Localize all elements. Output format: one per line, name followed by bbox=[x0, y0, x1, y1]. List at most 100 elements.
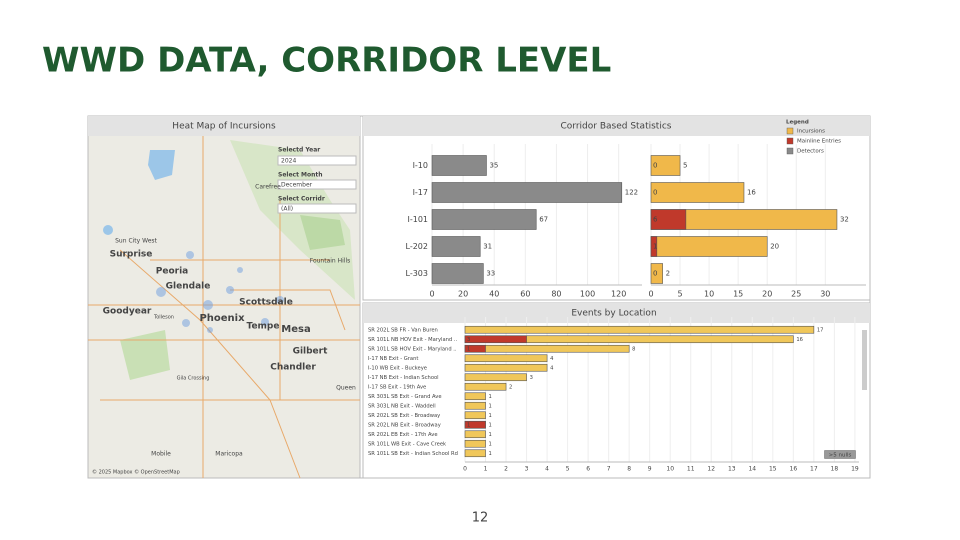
bar bbox=[650, 155, 681, 176]
value-label: 0 bbox=[653, 162, 657, 170]
bar bbox=[650, 236, 658, 257]
map-header bbox=[88, 116, 360, 136]
bar bbox=[431, 182, 623, 203]
y-tick-label: SR 202L SB FR - Van Buren bbox=[368, 327, 438, 333]
place-label: Glendale bbox=[166, 282, 211, 292]
value-label: 31 bbox=[483, 243, 492, 251]
x-tick-label: 4 bbox=[545, 466, 549, 473]
place-label: Tolleson bbox=[153, 315, 174, 321]
bar bbox=[464, 363, 548, 372]
filter-value[interactable]: 2024 bbox=[281, 158, 296, 165]
place-label: Maricopa bbox=[215, 451, 243, 458]
stats-header bbox=[363, 116, 870, 136]
bar bbox=[464, 354, 548, 363]
x-tick-label: 8 bbox=[627, 466, 631, 473]
bar bbox=[464, 325, 815, 334]
value-label: 8 bbox=[632, 346, 635, 352]
value-label: 0 bbox=[653, 189, 657, 197]
y-tick-label: L-303 bbox=[406, 269, 428, 278]
place-label: Gilbert bbox=[293, 347, 329, 357]
bar bbox=[464, 401, 486, 410]
place-label: Surprise bbox=[110, 250, 153, 260]
place-label: Mesa bbox=[281, 324, 310, 335]
filter-select[interactable] bbox=[277, 155, 357, 166]
legend-label: Detectors bbox=[797, 149, 824, 155]
x-tick-label: 20 bbox=[762, 290, 772, 299]
value-label: 16 bbox=[796, 337, 803, 343]
x-tick-label: 120 bbox=[611, 290, 626, 299]
x-tick-label: 19 bbox=[851, 466, 859, 473]
map-attribution: © 2025 Mapbox © OpenStreetMap bbox=[92, 469, 180, 476]
y-tick-label: I-101 bbox=[407, 215, 428, 224]
bar bbox=[464, 392, 486, 401]
x-tick-label: 11 bbox=[687, 466, 695, 473]
y-tick-label: I-17 NB Exit - Grant bbox=[368, 356, 418, 362]
legend-label: Mainline Entries bbox=[797, 139, 841, 145]
x-tick-label: 40 bbox=[489, 290, 499, 299]
place-label: Mobile bbox=[151, 451, 171, 458]
value-label: 122 bbox=[625, 189, 638, 197]
y-tick-label: SR 303L NB Exit - Waddell bbox=[368, 403, 436, 409]
value-label: 3 bbox=[467, 337, 470, 343]
value-label: 1 bbox=[653, 243, 657, 251]
place-label: Chandler bbox=[270, 363, 316, 373]
value-label: 4 bbox=[550, 365, 554, 371]
place-label: Goodyear bbox=[103, 307, 152, 317]
x-tick-label: 15 bbox=[769, 466, 777, 473]
place-label: Tempe bbox=[247, 322, 280, 332]
value-label: 6 bbox=[653, 216, 658, 224]
value-label: 20 bbox=[770, 243, 779, 251]
value-label: 17 bbox=[817, 327, 824, 333]
value-label: 1 bbox=[489, 451, 492, 457]
bar bbox=[431, 236, 481, 257]
filter-select[interactable] bbox=[277, 179, 357, 190]
y-tick-label: I-10 bbox=[413, 161, 428, 170]
value-label: 1 bbox=[489, 394, 492, 400]
place-label: Phoenix bbox=[199, 313, 245, 324]
x-tick-label: 5 bbox=[678, 290, 683, 299]
value-label: 67 bbox=[539, 216, 548, 224]
y-tick-label: SR 101L WB Exit - Cave Creek bbox=[368, 441, 446, 447]
x-tick-label: 6 bbox=[586, 466, 590, 473]
value-label: 2 bbox=[666, 270, 670, 278]
bar bbox=[464, 335, 527, 344]
page-number: 12 bbox=[472, 511, 489, 526]
heat-spots bbox=[156, 251, 284, 333]
y-tick-label: SR 101L SB Exit - Indian School Rd bbox=[368, 451, 458, 457]
y-tick-label: SR 101L SB HOV Exit - Maryland .. bbox=[368, 346, 457, 352]
bar bbox=[650, 209, 687, 230]
x-tick-label: 25 bbox=[791, 290, 801, 299]
bar bbox=[464, 344, 486, 353]
events-header bbox=[363, 303, 870, 323]
map-filters: Selectd Year 2024 Select Month December … bbox=[277, 147, 357, 214]
x-tick-label: 0 bbox=[429, 290, 434, 299]
value-label: 3 bbox=[530, 375, 533, 381]
place-label: Sun City West bbox=[115, 238, 157, 245]
x-tick-label: 18 bbox=[831, 466, 839, 473]
x-tick-label: 100 bbox=[580, 290, 595, 299]
map-panel bbox=[87, 115, 361, 479]
x-tick-label: 16 bbox=[790, 466, 798, 473]
place-label: Fountain Hills bbox=[310, 258, 351, 265]
y-tick-label: I-17 NB Exit - Indian School bbox=[368, 375, 439, 381]
y-tick-label: SR 303L SB Exit - Grand Ave bbox=[368, 394, 442, 400]
bar bbox=[650, 236, 768, 257]
scrollbar bbox=[862, 330, 867, 390]
x-tick-label: 2 bbox=[504, 466, 508, 473]
x-tick-label: 0 bbox=[463, 466, 467, 473]
bar bbox=[431, 209, 537, 230]
y-tick-label: SR 202L SB Exit - Broadway bbox=[368, 413, 440, 419]
filter-value[interactable]: December bbox=[281, 182, 313, 189]
place-label: Queen bbox=[336, 385, 356, 392]
filter-label: Select Corridr bbox=[278, 196, 325, 203]
y-tick-label: I-10 WB Exit - Buckeye bbox=[368, 365, 427, 371]
bar bbox=[464, 411, 486, 420]
legend-label: Incursions bbox=[797, 129, 825, 135]
value-label: 1 bbox=[489, 441, 492, 447]
x-tick-label: 3 bbox=[525, 466, 529, 473]
x-tick-label: 5 bbox=[566, 466, 570, 473]
bar bbox=[464, 449, 486, 458]
filter-value[interactable]: (All) bbox=[281, 206, 293, 213]
filter-select[interactable] bbox=[277, 203, 357, 214]
